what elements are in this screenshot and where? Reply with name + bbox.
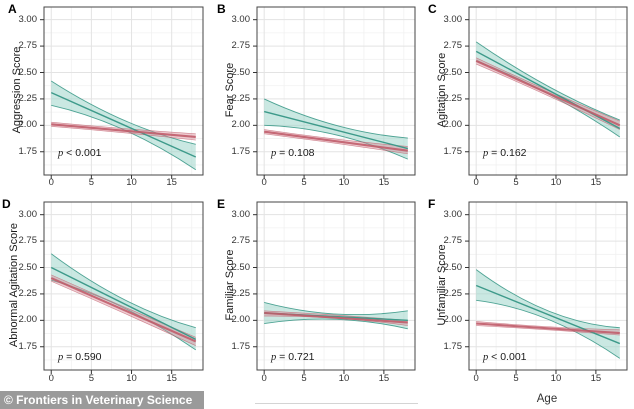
x-tick-label: 0	[48, 177, 54, 188]
p-value-label-f: p < 0.001	[483, 351, 527, 363]
p-value-label-e: p = 0.721	[271, 351, 315, 363]
y-tick-label: 3.00	[443, 13, 463, 25]
p-symbol: p	[58, 352, 64, 363]
credit-banner: © Frontiers in Veterinary Science	[0, 391, 204, 409]
x-tick-label: 5	[301, 373, 307, 384]
x-tick-label: 10	[338, 177, 350, 188]
x-tick-label: 10	[126, 177, 137, 188]
y-tick-label: 2.75	[443, 40, 463, 52]
y-tick-label: 2.50	[18, 66, 38, 78]
x-tick-label: 0	[473, 373, 479, 384]
p-value-label-b: p = 0.108	[271, 147, 315, 159]
plot-area-panel-c	[465, 6, 628, 179]
p-symbol: p	[271, 352, 277, 363]
y-tick-label: 3.00	[443, 208, 463, 220]
footer-divider-line	[255, 403, 418, 404]
y-tick-label: 1.75	[231, 145, 251, 157]
y-tick-label: 3.00	[18, 13, 38, 25]
x-tick-label: 10	[126, 373, 137, 384]
y-tick-label: 2.25	[231, 287, 251, 299]
p-value-label-c: p = 0.162	[483, 147, 527, 159]
x-tick-label: 5	[513, 177, 519, 188]
x-tick-label: 0	[261, 373, 267, 384]
y-tick-label: 2.50	[18, 261, 38, 273]
p-symbol: p	[271, 148, 277, 159]
plot-area-panel-a	[40, 6, 204, 179]
p-symbol: p	[483, 148, 489, 159]
y-tick-label: 2.00	[443, 314, 463, 326]
y-tick-label: 2.00	[231, 314, 251, 326]
x-tick-label: 15	[590, 177, 602, 188]
x-tick-label: 0	[48, 373, 54, 384]
y-tick-label: 2.00	[231, 119, 251, 131]
y-tick-label: 2.75	[443, 235, 463, 247]
y-tick-label: 3.00	[231, 208, 251, 220]
y-tick-label: 2.25	[231, 92, 251, 104]
x-tick-label: 10	[550, 373, 562, 384]
y-tick-label: 2.25	[443, 287, 463, 299]
x-tick-label: 5	[513, 373, 519, 384]
y-tick-label: 2.50	[231, 66, 251, 78]
panel-label-e: E	[217, 197, 226, 211]
p-symbol: p	[483, 352, 489, 363]
x-tick-label: 5	[88, 177, 95, 188]
y-tick-label: 2.25	[18, 92, 38, 104]
plot-area-panel-e	[253, 201, 416, 374]
y-tick-label: 2.50	[443, 261, 463, 273]
y-tick-label: 3.00	[231, 13, 251, 25]
y-tick-label: 1.75	[443, 340, 463, 352]
x-tick-label: 15	[378, 177, 390, 188]
y-tick-label: 2.00	[18, 119, 38, 131]
x-tick-label: 5	[88, 373, 95, 384]
y-tick-label: 2.75	[18, 235, 38, 247]
x-tick-label: 15	[590, 373, 602, 384]
panel-label-d: D	[2, 197, 11, 211]
y-tick-label: 1.75	[443, 145, 463, 157]
y-tick-label: 2.75	[18, 40, 38, 52]
y-tick-label: 3.00	[18, 208, 38, 220]
p-symbol: p	[58, 148, 64, 159]
x-tick-label: 10	[550, 177, 562, 188]
y-tick-label: 2.50	[443, 66, 463, 78]
y-tick-label: 2.75	[231, 235, 251, 247]
plot-area-panel-f	[465, 201, 628, 374]
panel-label-c: C	[428, 2, 437, 16]
panel-label-a: A	[8, 2, 17, 16]
panel-label-f: F	[428, 197, 436, 211]
y-tick-label: 2.50	[231, 261, 251, 273]
y-tick-label: 1.75	[18, 340, 38, 352]
y-tick-label: 2.25	[443, 92, 463, 104]
p-value-label-a: p < 0.001	[58, 147, 102, 159]
y-tick-label: 2.75	[231, 40, 251, 52]
plot-area-panel-b	[253, 6, 416, 179]
y-tick-label: 2.00	[18, 314, 38, 326]
x-axis-title: Age	[536, 393, 558, 405]
x-tick-label: 5	[301, 177, 307, 188]
p-value-label-d: p = 0.590	[58, 351, 102, 363]
x-tick-label: 15	[166, 177, 177, 188]
x-tick-label: 0	[473, 177, 479, 188]
x-tick-label: 0	[261, 177, 267, 188]
panel-label-b: B	[217, 2, 226, 16]
y-tick-label: 1.75	[231, 340, 251, 352]
x-tick-label: 10	[338, 373, 350, 384]
y-tick-label: 1.75	[18, 145, 38, 157]
x-tick-label: 15	[166, 373, 177, 384]
y-tick-label: 2.00	[443, 119, 463, 131]
plot-area-panel-d	[40, 201, 204, 374]
x-tick-label: 15	[378, 373, 390, 384]
y-tick-label: 2.25	[18, 287, 38, 299]
